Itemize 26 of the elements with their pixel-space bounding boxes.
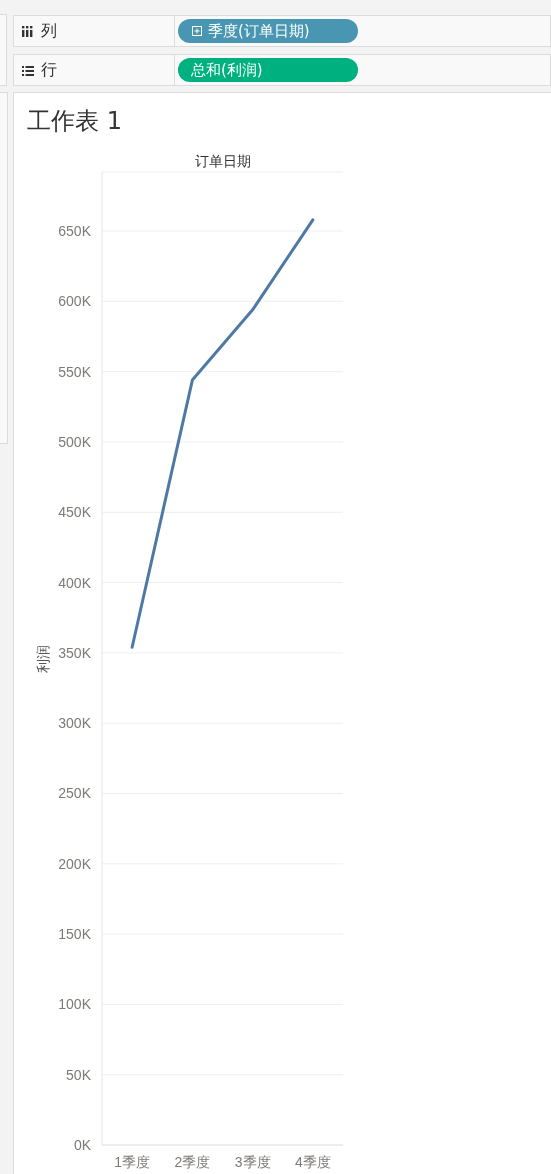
- x-tick-label: 2季度: [174, 1153, 211, 1170]
- field-pill: 总和(利润): [178, 58, 358, 82]
- shelf-field: 行 总和(利润): [13, 54, 551, 86]
- x-tick-label: 4季度: [294, 1153, 331, 1170]
- x-axis-title: 订单日期: [194, 153, 251, 169]
- y-tick-label: 500K: [58, 433, 92, 450]
- y-tick-label: 200K: [58, 855, 92, 872]
- y-tick-label: 550K: [58, 363, 92, 380]
- y-tick-label: 400K: [58, 574, 92, 591]
- y-tick-label: 450K: [58, 504, 92, 521]
- field-pill: 季度(订单日期): [178, 19, 358, 43]
- chart-title: 工作表 1: [27, 107, 122, 135]
- y-tick-label: 50K: [66, 1066, 92, 1083]
- y-tick-label: 350K: [58, 644, 92, 661]
- line-series: [130, 218, 315, 649]
- y-tick-label: 250K: [58, 785, 92, 802]
- y-tick-label: 100K: [58, 996, 92, 1013]
- y-axis-title: 利润: [35, 644, 51, 673]
- shelf-field: 列 季度(订单日期): [13, 15, 551, 47]
- x-tick-label: 1季度: [114, 1153, 151, 1170]
- y-tick-label: 300K: [58, 715, 92, 732]
- y-tick-label: 0K: [73, 1136, 92, 1153]
- x-tick-label: 3季度: [234, 1153, 271, 1170]
- y-tick-label: 600K: [58, 293, 92, 310]
- y-tick-label: 150K: [58, 926, 92, 943]
- y-tick-label: 650K: [58, 223, 92, 240]
